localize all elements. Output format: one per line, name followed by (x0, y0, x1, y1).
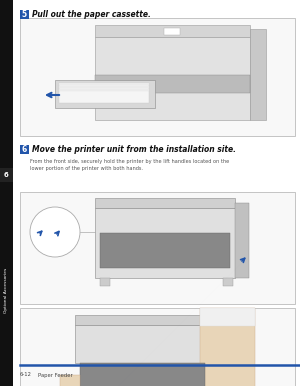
Bar (20, 145, 29, 154)
Bar (235, 203, 249, 278)
Bar (20, 10, 29, 19)
Bar (95, 25, 250, 37)
Text: 6-12: 6-12 (20, 372, 32, 378)
Bar (59, 83, 149, 103)
Bar (95, 75, 250, 93)
Bar (59, 83, 149, 85)
Bar (95, 198, 235, 208)
Text: 6: 6 (22, 145, 27, 154)
Bar (75, 315, 210, 325)
Bar (0, 168, 13, 182)
Bar (223, 278, 233, 286)
Text: Move the printer unit from the installation site.: Move the printer unit from the installat… (32, 145, 236, 154)
Bar (20, 18, 295, 136)
Bar (20, 192, 295, 304)
Bar (60, 375, 80, 386)
Text: From the front side, securely hold the printer by the lift handles located on th: From the front side, securely hold the p… (30, 159, 229, 164)
Bar (80, 363, 205, 386)
Text: Paper Feeder: Paper Feeder (38, 372, 73, 378)
Bar (59, 89, 149, 90)
Text: lower portion of the printer with both hands.: lower portion of the printer with both h… (30, 166, 143, 171)
Bar (95, 37, 250, 120)
Bar (0, 0, 13, 386)
Bar (164, 28, 180, 35)
Bar (59, 86, 149, 88)
Bar (250, 29, 266, 120)
Bar (200, 308, 255, 326)
Bar (100, 278, 110, 286)
Bar (75, 325, 210, 363)
Bar (95, 208, 235, 278)
Bar (20, 308, 295, 386)
Bar (100, 233, 230, 268)
Text: Pull out the paper cassette.: Pull out the paper cassette. (32, 10, 151, 19)
Bar (210, 320, 224, 386)
Circle shape (30, 207, 80, 257)
Text: 6: 6 (4, 172, 9, 178)
Text: 5: 5 (22, 10, 27, 19)
Bar (200, 308, 255, 386)
Bar (55, 80, 155, 108)
Text: Optional Accessories: Optional Accessories (4, 267, 8, 313)
